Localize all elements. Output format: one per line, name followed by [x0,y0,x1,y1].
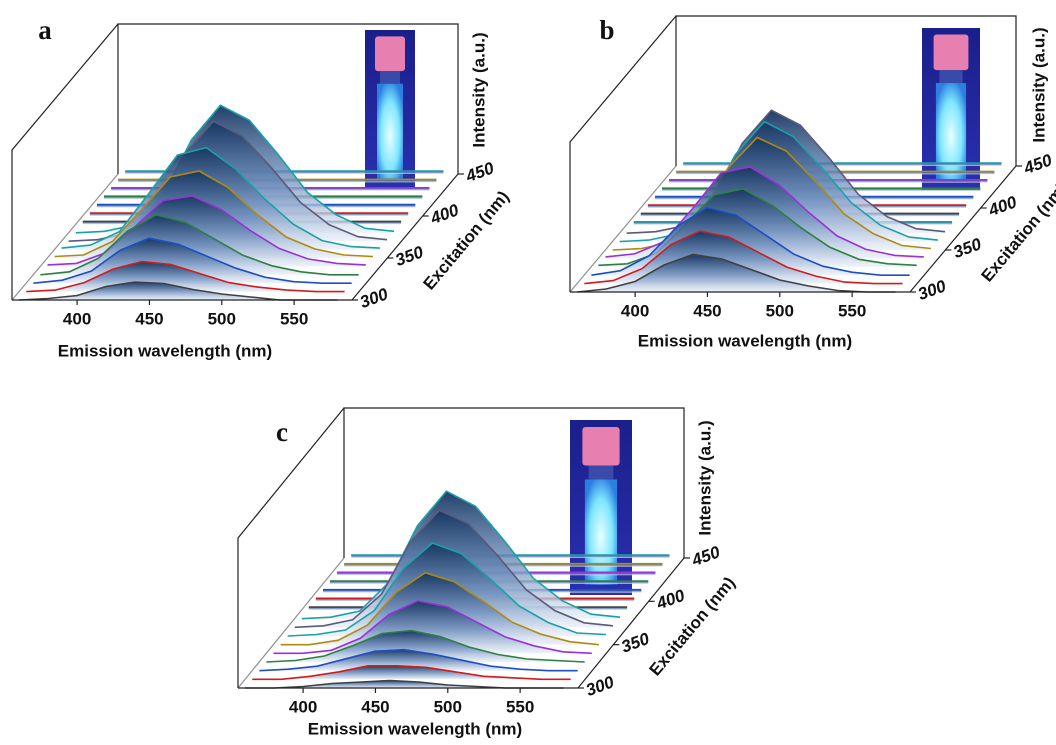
panel-label: b [599,15,614,45]
y-axis-label: Intensity (a.u.) [695,420,714,535]
floor-edge [237,557,345,689]
vial-body [377,83,403,179]
vial-cap [933,34,969,71]
z-axis-label: Excitation (nm) [977,179,1056,285]
vial-cap [375,36,405,72]
floor-edge [11,173,119,301]
series-area [252,665,571,680]
x-tick-label: 550 [280,309,308,328]
series-line [266,629,585,663]
series-line [26,260,345,293]
series-area [577,254,896,292]
left-wall [569,15,677,292]
series-line [591,206,910,276]
x-tick-label: 500 [208,309,236,328]
x-tick-label: 550 [838,301,866,320]
series-line [61,146,380,249]
series-line [47,195,366,266]
series-line [252,665,571,681]
series-line [40,213,359,276]
series-area [273,600,592,654]
series-area [245,680,564,688]
x-tick-label: 450 [135,309,163,328]
series-line [287,542,606,637]
back-wall [343,407,685,558]
series-line [54,170,373,258]
series-line [33,237,352,284]
floor-edge [569,165,677,293]
x-tick-label: 400 [63,309,91,328]
series-line [301,490,621,620]
x-tick-label: 500 [766,301,794,320]
series-line [259,648,578,672]
series-area [259,649,578,671]
series-area [26,261,345,292]
y-axis-label: Intensity (a.u.) [1029,27,1048,142]
x-tick-label: 450 [693,301,721,320]
z-tick-label: 450 [462,158,497,186]
z-tick-label: 300 [583,672,617,700]
series-line [273,599,592,655]
z-axis [577,557,685,689]
z-tick-label: 350 [619,629,653,657]
vial-neck [939,70,963,84]
x-tick-label: 550 [506,697,534,716]
x-axis-label: Emission wavelength (nm) [308,719,522,738]
series-line [605,166,924,258]
series-area [266,630,585,662]
series-line [280,571,599,646]
vial-body [584,479,618,585]
z-tick-label: 450 [688,542,723,570]
left-wall [237,407,345,688]
panel-label: a [38,15,52,45]
series-line [577,253,896,293]
series-line [584,230,903,285]
x-axis-label: Emission wavelength (nm) [638,331,852,350]
z-axis [351,173,459,301]
series-line [294,509,614,629]
x-tick-label: 500 [434,697,462,716]
left-wall [11,23,119,300]
z-axis-label: Excitation (nm) [645,573,738,679]
panel-label: c [276,417,288,447]
z-axis [909,165,1017,293]
vial-cap [582,427,620,466]
y-axis-label: Intensity (a.u.) [469,32,488,147]
back-wall [675,15,1017,166]
x-axis-label: Emission wavelength (nm) [58,341,272,360]
vial-neck [588,465,614,480]
vial-neck [380,71,400,84]
back-wall [117,23,459,174]
x-tick-label: 400 [289,697,317,716]
series-area [19,282,338,300]
x-tick-label: 400 [621,301,649,320]
z-tick-label: 450 [1020,150,1055,178]
x-tick-label: 450 [361,697,389,716]
